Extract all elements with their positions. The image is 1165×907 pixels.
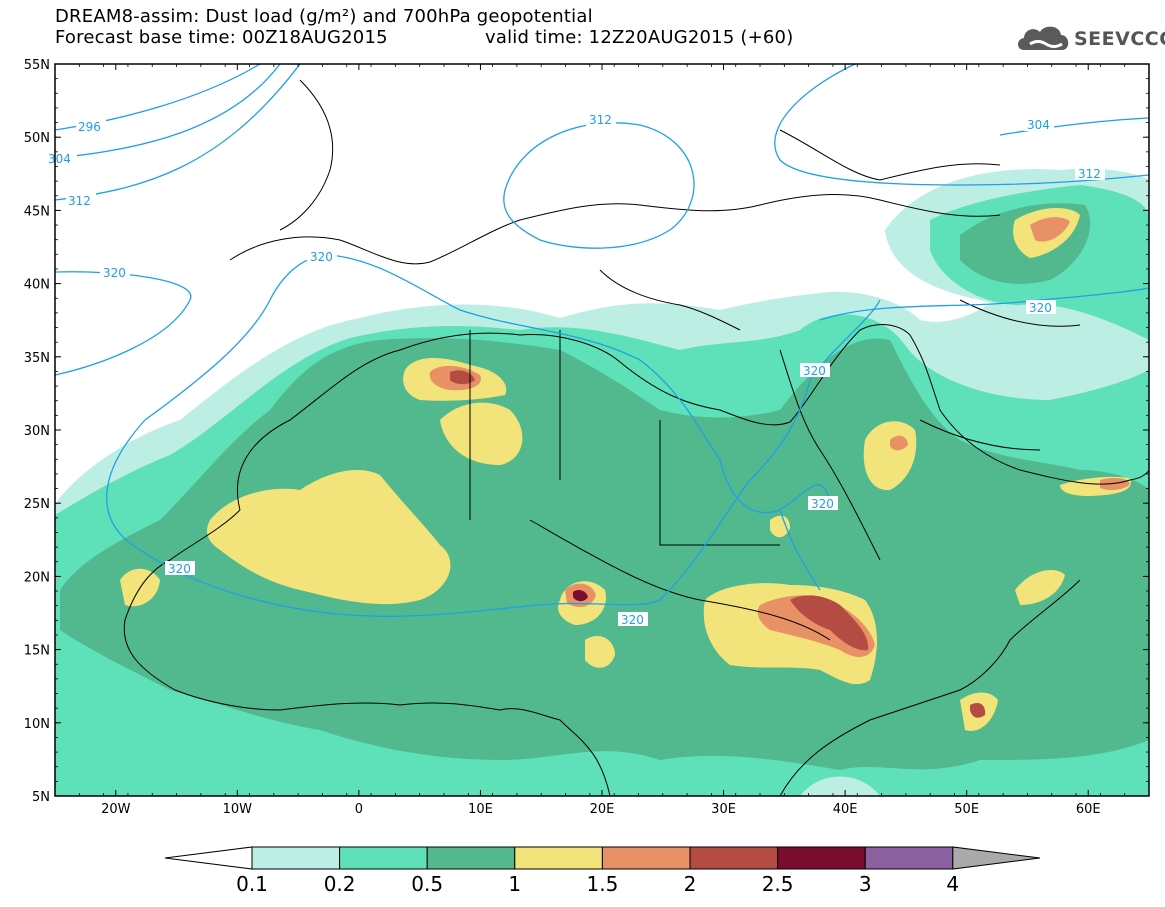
lon-tick-label: 10W [223, 802, 253, 817]
lon-tick-label: 30E [711, 802, 736, 817]
colorbar-swatch [689, 846, 779, 870]
lat-tick-label: 45N [24, 204, 50, 219]
colorbar-label: 2 [684, 872, 697, 896]
contour-label: 320 [1029, 301, 1052, 315]
colorbar-label: 0.2 [324, 872, 356, 896]
colorbar-swatch [251, 846, 341, 870]
dust-shading [55, 168, 1149, 796]
seevccc-logo: SEEVCCC [1016, 22, 1165, 58]
colorbar-label: 1 [508, 872, 521, 896]
axis-ticks: 55N 50N 45N 40N 35N 30N 25N 20N 15N 10N 5N 20W 10W 0 1… [24, 58, 1150, 817]
valid-time: valid time: 12Z20AUG2015 (+60) [485, 27, 794, 48]
coastlines [123, 79, 1149, 796]
lon-tick-label: 20E [590, 802, 615, 817]
contour-label: 320 [310, 250, 333, 264]
cloud-icon [1018, 26, 1069, 50]
lat-tick-label: 25N [24, 497, 50, 512]
contour-label: 320 [103, 266, 126, 280]
colorbar-swatch [339, 846, 428, 870]
lon-tick-label: 40E [833, 802, 858, 817]
colorbar-label: 0.1 [236, 872, 268, 896]
colorbar-label: 2.5 [762, 872, 794, 896]
colorbar-label: 0.5 [411, 872, 443, 896]
lon-tick-label: 0 [355, 802, 363, 817]
colorbar-label: 1.5 [586, 872, 618, 896]
colorbar-swatch [601, 846, 691, 870]
colorbar-label: 4 [946, 872, 959, 896]
contour-label: 320 [621, 613, 644, 627]
colorbar-swatch [426, 846, 516, 870]
contour-label: 320 [811, 497, 834, 511]
contour-label: 320 [803, 364, 826, 378]
chart-title: DREAM8-assim: Dust load (g/m²) and 700hP… [55, 6, 593, 27]
forecast-base-time: Forecast base time: 00Z18AUG2015 [55, 27, 388, 48]
lat-tick-label: 15N [24, 644, 50, 659]
lat-tick-label: 30N [24, 424, 50, 439]
colorbar-under-arrow [164, 846, 253, 870]
lon-tick-label: 60E [1076, 802, 1101, 817]
colorbar-swatch [514, 846, 603, 870]
contour-label: 304 [48, 152, 71, 166]
contour-label: 320 [168, 562, 191, 576]
contour-label: 312 [68, 194, 91, 208]
contour-labels: 296 304 312 312 320 320 320 312 304 320 … [48, 112, 1105, 627]
lat-tick-label: 10N [24, 717, 50, 732]
contour-label: 304 [1027, 118, 1050, 132]
chart-subtitle: Forecast base time: 00Z18AUG2015 valid ti… [55, 27, 793, 48]
lat-tick-label: 20N [24, 570, 50, 585]
lat-tick-label: 35N [24, 351, 50, 366]
contour-label: 312 [1078, 167, 1101, 181]
lat-tick-label: 40N [24, 278, 50, 293]
lon-tick-label: 10E [468, 802, 493, 817]
lon-tick-label: 50E [954, 802, 979, 817]
lat-tick-label: 5N [32, 790, 50, 805]
colorbar-swatch [777, 846, 866, 870]
logo-text: SEEVCCC [1074, 28, 1165, 50]
lat-tick-label: 50N [24, 131, 50, 146]
colorbar-swatch [864, 846, 954, 870]
lat-tick-label: 55N [24, 58, 50, 73]
colorbar-label: 3 [859, 872, 872, 896]
colorbar-over-arrow [952, 846, 1041, 870]
contour-label: 296 [78, 120, 101, 134]
lon-tick-label: 20W [101, 802, 131, 817]
contour-label: 312 [589, 113, 612, 127]
colorbar: 0.1 0.2 0.5 1 1.5 2 2.5 3 4 [164, 846, 1041, 896]
